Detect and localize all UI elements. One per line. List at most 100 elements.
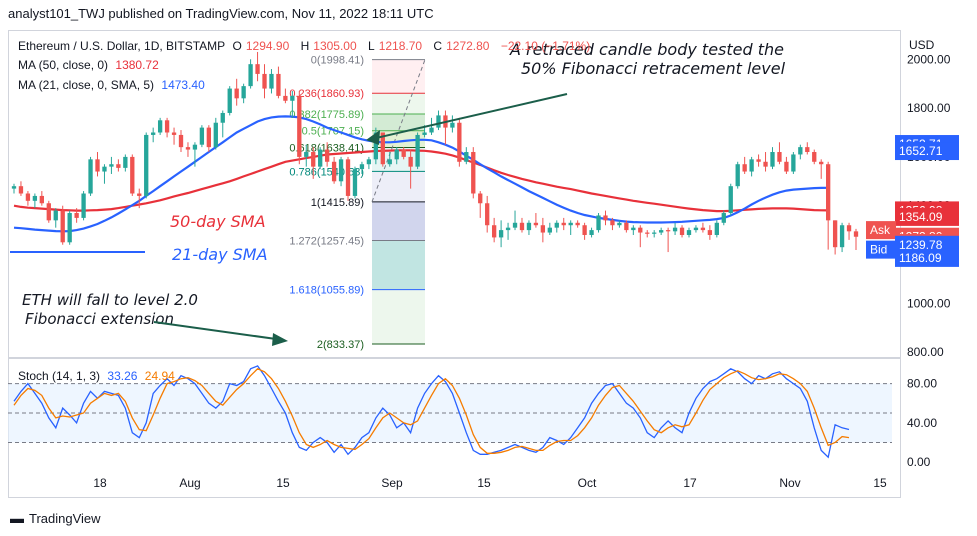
pane-separator[interactable] xyxy=(8,357,900,359)
candle-body xyxy=(471,152,476,194)
tradingview-footer[interactable]: ▬ TradingView xyxy=(10,510,101,526)
candle-body xyxy=(784,161,789,172)
candle-body xyxy=(679,227,685,235)
candle-body xyxy=(123,156,128,168)
fib-level-label-6: 1(1415.89) xyxy=(311,197,364,209)
candle-body xyxy=(415,134,420,167)
tradingview-brand: TradingView xyxy=(29,510,101,526)
candle-body xyxy=(262,73,267,89)
candle-body xyxy=(561,222,566,226)
price-label-box xyxy=(895,207,959,226)
publisher-line: analyst101_TWJ published on TradingView.… xyxy=(8,6,434,21)
price-label-text: 1354.09 xyxy=(899,210,943,224)
candle-body xyxy=(352,169,358,196)
candle-body xyxy=(88,159,93,194)
fibonacci-group: 0(1998.41) 0.236(1860.93) 0.382(1775.89) 0.… xyxy=(289,55,426,351)
stoch-d-value: 24.94 xyxy=(144,369,175,383)
price-label-text: Ask xyxy=(870,223,891,237)
candle-body xyxy=(53,210,58,221)
candle-body xyxy=(491,225,497,238)
candle-body xyxy=(617,222,622,226)
candle-body xyxy=(707,230,713,235)
ohlc-open: O 1294.90 xyxy=(232,39,290,53)
price-tick-label: 2000.00 xyxy=(907,52,951,66)
candle-body xyxy=(234,88,239,99)
candle-body xyxy=(39,195,44,204)
candle-body xyxy=(171,132,177,135)
annotation-arrow-eth xyxy=(153,321,277,340)
ma50-legend[interactable]: MA (50, close, 0) 1380.72 xyxy=(18,58,163,72)
stoch-legend[interactable]: Stoch (14, 1, 3) 33.26 24.94 xyxy=(18,369,179,383)
candle-body xyxy=(338,159,344,182)
candle-body xyxy=(11,186,17,189)
candle-body xyxy=(380,132,385,165)
stochastic-group xyxy=(8,365,892,459)
candle-body xyxy=(645,232,650,234)
candle-body xyxy=(547,227,552,233)
candle-body xyxy=(130,156,135,194)
tradingview-logo-icon: ▬ xyxy=(10,510,24,526)
fib-level-label-7: 1.272(1257.45) xyxy=(289,235,364,247)
candle-body xyxy=(498,230,504,238)
candle-body xyxy=(805,147,810,153)
ma21-line xyxy=(13,115,829,233)
price-label-text: 1652.71 xyxy=(899,144,943,158)
candle-body xyxy=(464,152,469,162)
ohlc-high: H 1305.00 xyxy=(300,39,357,53)
annotation-fib-line1: A retraced candle body tested the xyxy=(509,40,784,59)
candle-body xyxy=(589,230,594,235)
candle-body xyxy=(485,203,490,226)
candle-body xyxy=(192,144,198,150)
candle-body xyxy=(290,95,295,101)
ma21-legend[interactable]: MA (21, close, 0, SMA, 5) 1473.40 xyxy=(18,78,209,92)
fib-level-label-0: 0(1998.41) xyxy=(311,55,364,67)
x-tick-label: 15 xyxy=(477,476,491,490)
candle-body xyxy=(220,112,225,123)
candle-body xyxy=(95,159,100,172)
candle-body xyxy=(714,222,719,235)
candle-body xyxy=(791,154,796,172)
currency-label: USD xyxy=(909,38,935,52)
candle-body xyxy=(185,147,191,150)
candle-body xyxy=(213,122,218,148)
annotations-group: A retraced candle body tested the 50% Fi… xyxy=(10,40,786,346)
candle-body xyxy=(178,134,184,148)
candle-body xyxy=(109,164,114,167)
candle-body xyxy=(164,120,170,133)
candle-body xyxy=(832,220,838,248)
candle-body xyxy=(596,215,601,231)
fib-level-label-5: 0.786(1540.53) xyxy=(289,166,364,178)
x-tick-label: Oct xyxy=(578,476,597,490)
candle-body xyxy=(735,164,740,187)
candle-body xyxy=(853,231,859,237)
candle-body xyxy=(18,186,24,194)
candle-body xyxy=(638,227,643,233)
candle-body xyxy=(387,159,392,165)
candle-body xyxy=(25,193,31,201)
x-tick-label: 15 xyxy=(873,476,887,490)
annotation-sma21: 21-day SMA xyxy=(172,245,268,264)
candle-body xyxy=(798,147,803,155)
fib-trend-line xyxy=(371,59,426,202)
candle-body xyxy=(693,227,699,231)
candle-body xyxy=(826,164,831,221)
candle-body xyxy=(366,159,372,165)
ohlc-close: C 1272.80 xyxy=(433,39,490,53)
candle-body xyxy=(276,73,281,96)
candle-body xyxy=(686,230,692,235)
candle-body xyxy=(582,225,587,235)
annotation-eth-line1: ETH will fall to level 2.0 xyxy=(22,291,198,309)
candle-body xyxy=(672,227,678,232)
candle-body xyxy=(658,230,664,233)
candle-body xyxy=(756,159,761,162)
price-label-text: 1239.78 xyxy=(899,238,943,252)
candle-body xyxy=(721,213,726,223)
candle-body xyxy=(742,164,747,172)
candle-body xyxy=(394,149,399,160)
candle-body xyxy=(846,225,852,232)
candle-body xyxy=(227,88,232,113)
annotation-sma50: 50-day SMA xyxy=(170,212,266,231)
x-tick-label: Nov xyxy=(779,476,800,490)
candle-body xyxy=(422,132,427,135)
